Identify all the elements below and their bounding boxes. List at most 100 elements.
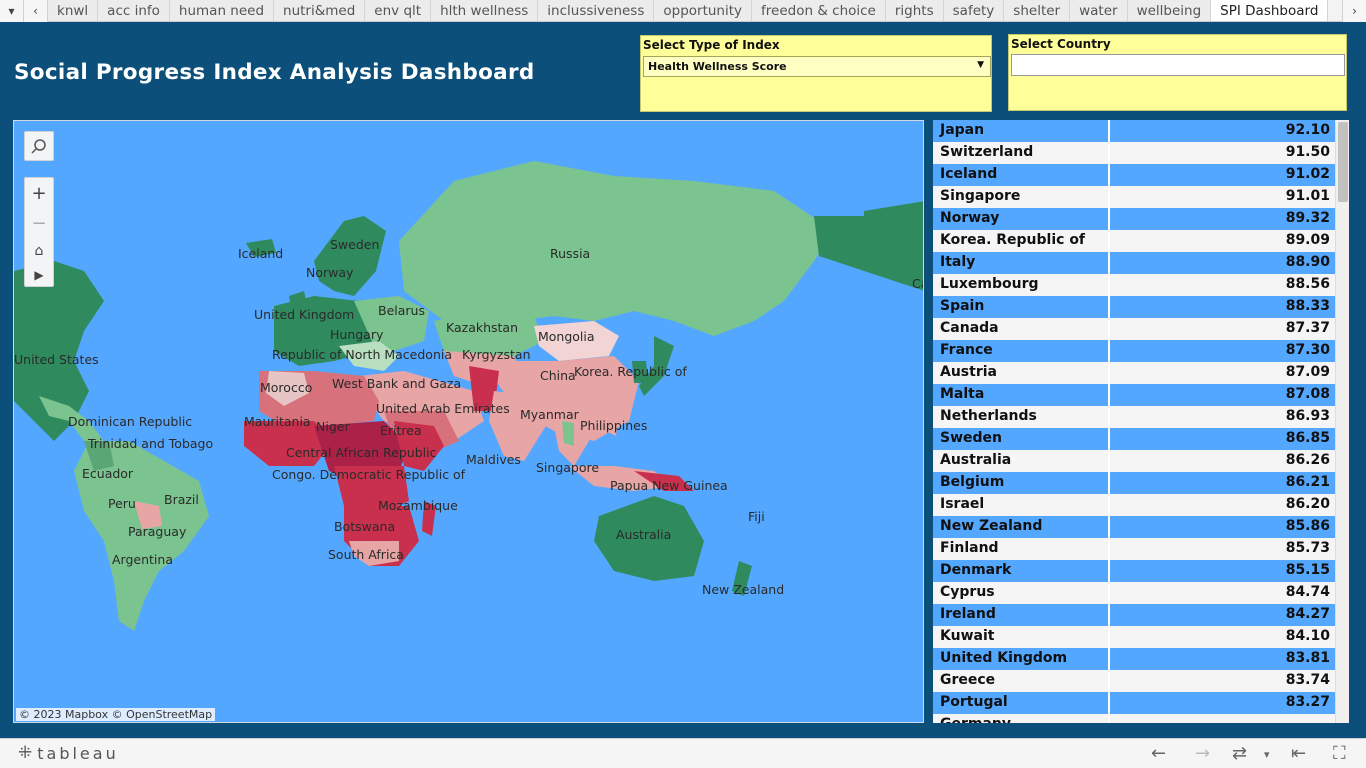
ranking-scrollbar[interactable] bbox=[1335, 120, 1349, 723]
middle-east-region[interactable] bbox=[359, 371, 484, 441]
sheet-tab[interactable]: opportunity bbox=[654, 0, 753, 21]
alaska-region[interactable] bbox=[814, 216, 864, 271]
sheet-tab[interactable]: freedon & choice bbox=[752, 0, 886, 21]
ranking-row[interactable]: Portugal 83.27 bbox=[933, 692, 1335, 714]
ranking-row[interactable]: Ireland 84.27 bbox=[933, 604, 1335, 626]
eastern-europe-region[interactable] bbox=[354, 296, 429, 351]
north-america-region[interactable] bbox=[14, 261, 104, 441]
sheet-tab[interactable]: safety bbox=[943, 0, 1005, 21]
ranking-row[interactable]: Norway 89.32 bbox=[933, 208, 1335, 230]
philippines-region[interactable] bbox=[604, 406, 619, 436]
west-africa-region[interactable] bbox=[244, 421, 334, 466]
sheet-tab[interactable]: hlth wellness bbox=[431, 0, 539, 21]
ranking-row[interactable]: Netherlands 86.93 bbox=[933, 406, 1335, 428]
china-region[interactable] bbox=[494, 356, 639, 441]
world-map[interactable]: Russia Iceland Sweden Norway United Kingdom B… bbox=[13, 120, 924, 723]
ranking-row[interactable]: Kuwait 84.10 bbox=[933, 626, 1335, 648]
sheet-tab[interactable]: inclussiveness bbox=[538, 0, 655, 21]
ranking-row[interactable]: Belgium 86.21 bbox=[933, 472, 1335, 494]
ranking-row[interactable]: Iceland 91.02 bbox=[933, 164, 1335, 186]
map-country-label: Kyrgyzstan bbox=[462, 347, 531, 362]
russia-region[interactable] bbox=[399, 161, 834, 336]
sheet-tab[interactable]: wellbeing bbox=[1127, 0, 1212, 21]
ranking-row[interactable]: Japan 92.10 bbox=[933, 120, 1335, 142]
kazakhstan-region[interactable] bbox=[434, 311, 544, 361]
congo-region[interactable] bbox=[334, 466, 409, 516]
peru-region[interactable] bbox=[89, 481, 124, 521]
thailand-region[interactable] bbox=[562, 421, 574, 446]
sheet-tab[interactable]: human need bbox=[169, 0, 275, 21]
ranking-row[interactable]: Denmark 85.15 bbox=[933, 560, 1335, 582]
sheet-tab[interactable]: SPI Dashboard bbox=[1211, 0, 1329, 21]
ranking-row[interactable]: Sweden 86.85 bbox=[933, 428, 1335, 450]
sheet-tab[interactable]: knwl bbox=[48, 0, 99, 21]
canada-region[interactable] bbox=[864, 201, 924, 291]
horn-of-africa-region[interactable] bbox=[394, 421, 444, 471]
scrollbar-thumb[interactable] bbox=[1338, 122, 1348, 202]
scandinavia-region[interactable] bbox=[314, 216, 386, 296]
madagascar-region[interactable] bbox=[422, 501, 436, 536]
reset-icon[interactable]: ⇤ bbox=[1291, 743, 1307, 764]
home-icon[interactable]: ⌂ bbox=[34, 242, 44, 259]
country-input[interactable] bbox=[1011, 54, 1345, 76]
ranking-row[interactable]: Malta 87.08 bbox=[933, 384, 1335, 406]
ranking-row[interactable]: United Kingdom 83.81 bbox=[933, 648, 1335, 670]
map-country-label: Congo. Democratic Republic of bbox=[272, 467, 466, 482]
tab-scroll-left-button[interactable]: ‹ bbox=[24, 0, 48, 22]
pakistan-region[interactable] bbox=[469, 366, 499, 411]
korea-region[interactable] bbox=[632, 361, 648, 383]
ranking-row[interactable]: Israel 86.20 bbox=[933, 494, 1335, 516]
morocco-region[interactable] bbox=[266, 371, 309, 406]
sheet-tab[interactable]: shelter bbox=[1004, 0, 1071, 21]
revert-icon[interactable]: ⇄ bbox=[1232, 743, 1248, 764]
tableau-logo[interactable]: ⁜ tableau bbox=[18, 743, 119, 763]
ranking-row[interactable]: New Zealand 85.86 bbox=[933, 516, 1335, 538]
paraguay-region[interactable] bbox=[134, 501, 162, 529]
zoom-out-icon[interactable]: − bbox=[31, 212, 47, 234]
dropdown-icon[interactable]: ▾ bbox=[1264, 748, 1270, 761]
ranking-row[interactable]: Switzerland 91.50 bbox=[933, 142, 1335, 164]
papua-new-guinea-region[interactable] bbox=[634, 471, 694, 491]
new-zealand-region[interactable] bbox=[732, 561, 752, 596]
ranking-row[interactable]: Finland 85.73 bbox=[933, 538, 1335, 560]
ranking-row[interactable]: Germany bbox=[933, 714, 1335, 723]
country-filter-label: Select Country bbox=[1011, 37, 1111, 51]
fullscreen-icon[interactable]: ⛶ bbox=[1333, 743, 1346, 764]
sheet-tab[interactable]: water bbox=[1070, 0, 1128, 21]
play-icon[interactable]: ▶ bbox=[34, 267, 44, 282]
colombia-region[interactable] bbox=[84, 441, 114, 471]
japan-region[interactable] bbox=[639, 336, 674, 396]
tab-menu-dropdown[interactable]: ▾ bbox=[0, 0, 24, 22]
sheet-tab[interactable]: nutri&med bbox=[274, 0, 366, 21]
ranking-row[interactable]: Singapore 91.01 bbox=[933, 186, 1335, 208]
india-region[interactable] bbox=[489, 391, 549, 461]
zoom-in-icon[interactable]: + bbox=[31, 182, 47, 204]
sheet-tab[interactable]: rights bbox=[885, 0, 944, 21]
iceland-region[interactable] bbox=[246, 239, 276, 257]
balkans-region[interactable] bbox=[339, 341, 399, 371]
central-america-region[interactable] bbox=[39, 396, 104, 441]
ranking-row[interactable]: Luxembourg 88.56 bbox=[933, 274, 1335, 296]
redo-icon[interactable]: → bbox=[1195, 743, 1211, 764]
ranking-row[interactable]: France 87.30 bbox=[933, 340, 1335, 362]
index-filter-label: Select Type of Index bbox=[643, 38, 780, 52]
index-type-select[interactable]: Health Wellness Score ▼ bbox=[643, 56, 991, 77]
ranking-row[interactable]: Cyprus 84.74 bbox=[933, 582, 1335, 604]
undo-icon[interactable]: ← bbox=[1151, 743, 1167, 764]
ranking-row[interactable]: Korea. Republic of 89.09 bbox=[933, 230, 1335, 252]
indonesia-region[interactable] bbox=[569, 466, 674, 491]
ranking-row[interactable]: Australia 86.26 bbox=[933, 450, 1335, 472]
sheet-tab[interactable]: env qlt bbox=[365, 0, 432, 21]
ranking-row[interactable]: Canada 87.37 bbox=[933, 318, 1335, 340]
ranking-row[interactable]: Greece 83.74 bbox=[933, 670, 1335, 692]
map-attribution[interactable]: © 2023 Mapbox © OpenStreetMap bbox=[16, 708, 216, 721]
tab-scroll-right-button[interactable]: › bbox=[1342, 0, 1366, 22]
ranking-row[interactable]: Spain 88.33 bbox=[933, 296, 1335, 318]
ranking-row[interactable]: Austria 87.09 bbox=[933, 362, 1335, 384]
map-search-button[interactable] bbox=[24, 131, 54, 161]
australia-region[interactable] bbox=[594, 496, 704, 581]
sheet-tab[interactable]: acc info bbox=[98, 0, 170, 21]
ranking-row[interactable]: Italy 88.90 bbox=[933, 252, 1335, 274]
south-africa-region[interactable] bbox=[349, 541, 399, 566]
mongolia-region[interactable] bbox=[534, 321, 619, 361]
